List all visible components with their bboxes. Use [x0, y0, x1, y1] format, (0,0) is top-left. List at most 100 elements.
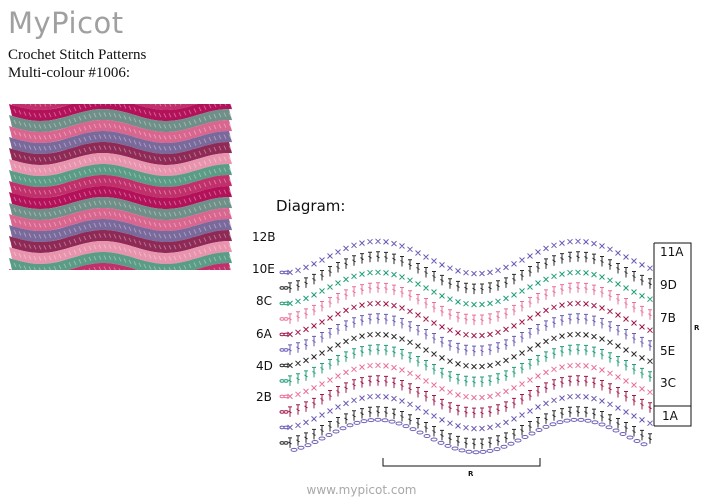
- swatch-image: [9, 104, 232, 270]
- swatch-stripe: [9, 153, 232, 176]
- foundation-chain: [304, 443, 312, 448]
- site-footer-url[interactable]: www.mypicot.com: [306, 483, 417, 497]
- stitch-row: [287, 362, 653, 401]
- foundation-chain: [360, 419, 368, 424]
- foundation-chain: [346, 423, 354, 428]
- swatch-stripe: [9, 241, 232, 264]
- row-label-right: 9D: [660, 278, 677, 292]
- swatch-texture: [9, 134, 232, 151]
- foundation-chain: [493, 447, 501, 452]
- foundation-chain: [381, 418, 389, 423]
- chain-stitch: [279, 441, 285, 445]
- foundation-bracket: [654, 405, 692, 427]
- foundation-chain: [416, 430, 424, 435]
- chain-stitch: [279, 363, 285, 368]
- swatch-texture: [9, 178, 232, 195]
- foundation-chain: [458, 448, 466, 453]
- stitch-row: [287, 300, 653, 339]
- row-label-left: 6A: [256, 327, 273, 341]
- row-label-right: 5E: [660, 344, 675, 358]
- chain-stitch: [279, 425, 285, 430]
- foundation-chain: [535, 428, 543, 432]
- swatch-texture: [9, 211, 232, 228]
- swatch-stripe: [9, 142, 232, 165]
- stitch-chart: 12B 10E 8C 6A 4D 2B 11A 9D 7B 5E 3C 1A R…: [252, 230, 700, 478]
- row-label-left: 2B: [256, 390, 272, 404]
- chain-stitch: [279, 410, 285, 414]
- swatch-stripe: [9, 104, 232, 121]
- swatch-stripe: [9, 197, 232, 220]
- foundation-chain: [290, 447, 298, 452]
- chain-stitch: [283, 410, 289, 414]
- stitch-repeat-bracket: [382, 458, 541, 467]
- foundation-chain: [563, 418, 571, 423]
- swatch-texture: [25, 104, 187, 107]
- swatch-texture: [9, 233, 232, 250]
- row-label-left: 12B: [252, 230, 276, 244]
- row-label-left: 8C: [256, 294, 272, 308]
- foundation-chain: [598, 422, 606, 427]
- foundation-chain: [465, 449, 473, 454]
- chain-stitch: [283, 332, 289, 337]
- row-label-right: 3C: [660, 376, 676, 390]
- foundation-chain: [500, 444, 508, 449]
- swatch-texture: [9, 104, 232, 118]
- foundation-chain: [605, 425, 613, 430]
- foundation-chain: [507, 441, 515, 446]
- row-repeat-label: R: [694, 324, 700, 332]
- foundation-chain: [325, 433, 333, 437]
- foundation-chain: [430, 437, 438, 442]
- diagram-heading: Diagram:: [276, 197, 346, 215]
- pattern-name: Multi-colour #1006:: [8, 65, 131, 81]
- row-label-left: 4D: [256, 359, 273, 373]
- site-logo[interactable]: MyPicot: [8, 6, 124, 40]
- stitch-row: [287, 238, 653, 277]
- foundation-chain: [451, 446, 459, 451]
- foundation-chain: [479, 449, 487, 454]
- chain-stitch: [283, 348, 289, 352]
- chain-stitch: [283, 363, 289, 368]
- foundation-chain: [318, 436, 326, 441]
- swatch-stripe: [9, 263, 231, 270]
- foundation-chain: [486, 448, 494, 453]
- swatch-stripe: [9, 186, 232, 209]
- stitch-diagram: 12B 10E 8C 6A 4D 2B 11A 9D 7B 5E 3C 1A R…: [250, 222, 710, 484]
- chain-stitch: [283, 441, 289, 445]
- row-label-right: 1A: [662, 409, 679, 423]
- foundation-chain: [332, 429, 340, 434]
- foundation-chain: [402, 424, 410, 429]
- foundation-chain: [591, 420, 599, 425]
- swatch-texture: [9, 222, 232, 239]
- swatch-stripe: [9, 252, 232, 270]
- foundation-chain: [584, 418, 592, 423]
- chain-stitch: [279, 379, 285, 383]
- foundation-chain: [472, 450, 480, 455]
- stitch-row: [288, 406, 652, 450]
- foundation-chain: [619, 432, 627, 436]
- swatch-texture: [9, 200, 232, 217]
- swatch-stripe: [9, 230, 232, 253]
- row-label-left: 10E: [252, 262, 275, 276]
- swatch-texture: [9, 145, 232, 162]
- foundation-chain: [297, 445, 305, 450]
- foundation-chain: [577, 417, 585, 422]
- swatch-texture: [9, 255, 232, 270]
- chain-stitch: [279, 348, 285, 352]
- swatch-stripe: [9, 131, 232, 154]
- foundation-chain: [542, 424, 550, 429]
- chain-stitch: [283, 301, 289, 306]
- chain-stitch: [279, 317, 285, 321]
- foundation-chain: [423, 434, 431, 438]
- stitch-row: [288, 282, 652, 326]
- page-subtitle: Crochet Stitch Patterns: [8, 47, 147, 63]
- swatch-stripe: [9, 164, 232, 187]
- row-label-right: 7B: [660, 311, 676, 325]
- foundation-chain: [570, 417, 578, 422]
- swatch-texture: [83, 266, 232, 270]
- foundation-chain: [395, 421, 403, 426]
- stitch-row: [288, 375, 652, 419]
- foundation-chain: [437, 440, 445, 445]
- foundation-chain: [311, 440, 319, 444]
- stitch-repeat-label: R: [468, 470, 474, 478]
- swatch-texture: [9, 156, 232, 173]
